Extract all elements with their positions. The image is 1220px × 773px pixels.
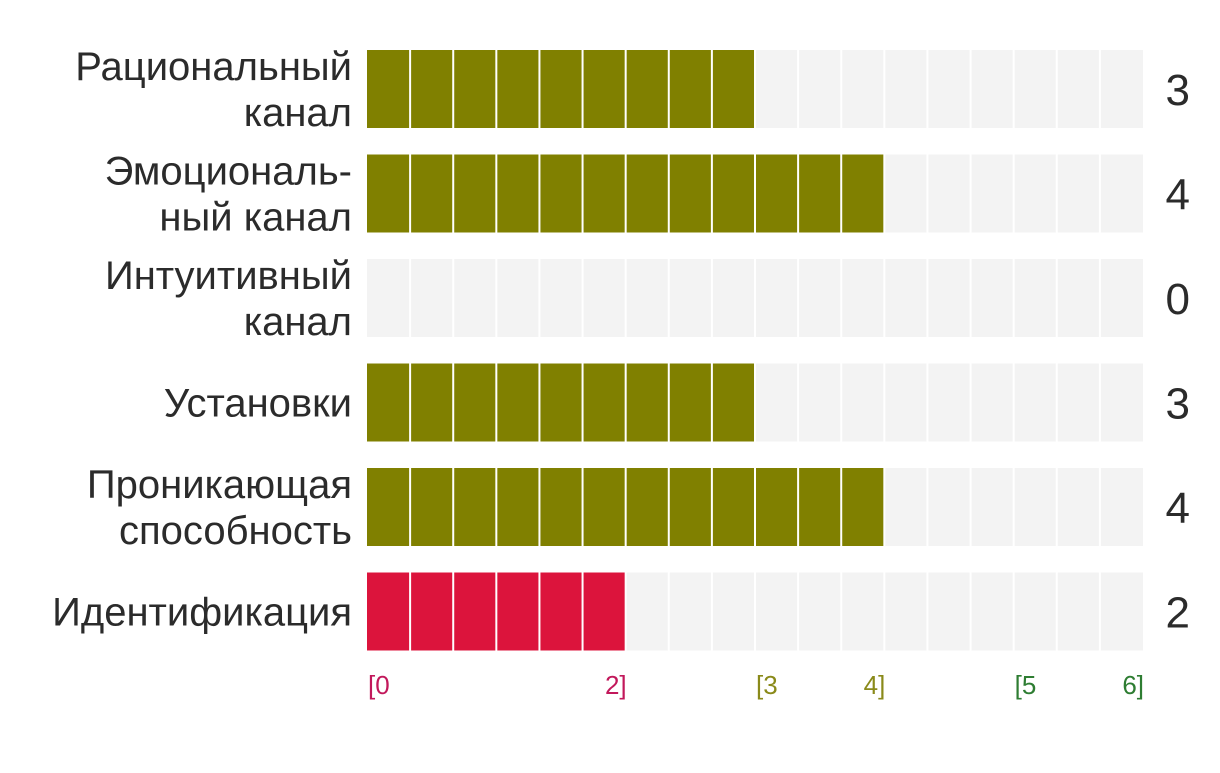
scale-start-label: [3	[756, 670, 778, 700]
category-label: Установки	[164, 382, 352, 426]
category-label: Идентификация	[52, 591, 352, 635]
scale-end-label: 4]	[864, 670, 886, 700]
category-label: Эмоциональ-	[105, 150, 352, 194]
scale-start-label: [5	[1015, 670, 1037, 700]
value-label: 2	[1166, 589, 1190, 638]
value-label: 4	[1166, 484, 1190, 533]
category-label: ный канал	[159, 196, 352, 240]
value-label: 4	[1166, 171, 1190, 220]
value-label: 0	[1166, 275, 1190, 324]
category-label: способность	[119, 509, 352, 553]
value-label: 3	[1166, 66, 1190, 115]
category-label: Интуитивный	[105, 254, 352, 298]
bar	[367, 50, 755, 128]
category-label: Проникающая	[87, 463, 352, 507]
category-label: канал	[244, 300, 352, 344]
bar	[367, 363, 755, 442]
scale-start-label: [0	[368, 670, 390, 700]
category-label: канал	[244, 91, 352, 135]
value-label: 3	[1166, 380, 1190, 429]
category-label: Рациональный	[75, 45, 352, 89]
scale-end-label: 6]	[1122, 670, 1144, 700]
scale-end-label: 2]	[605, 670, 627, 700]
